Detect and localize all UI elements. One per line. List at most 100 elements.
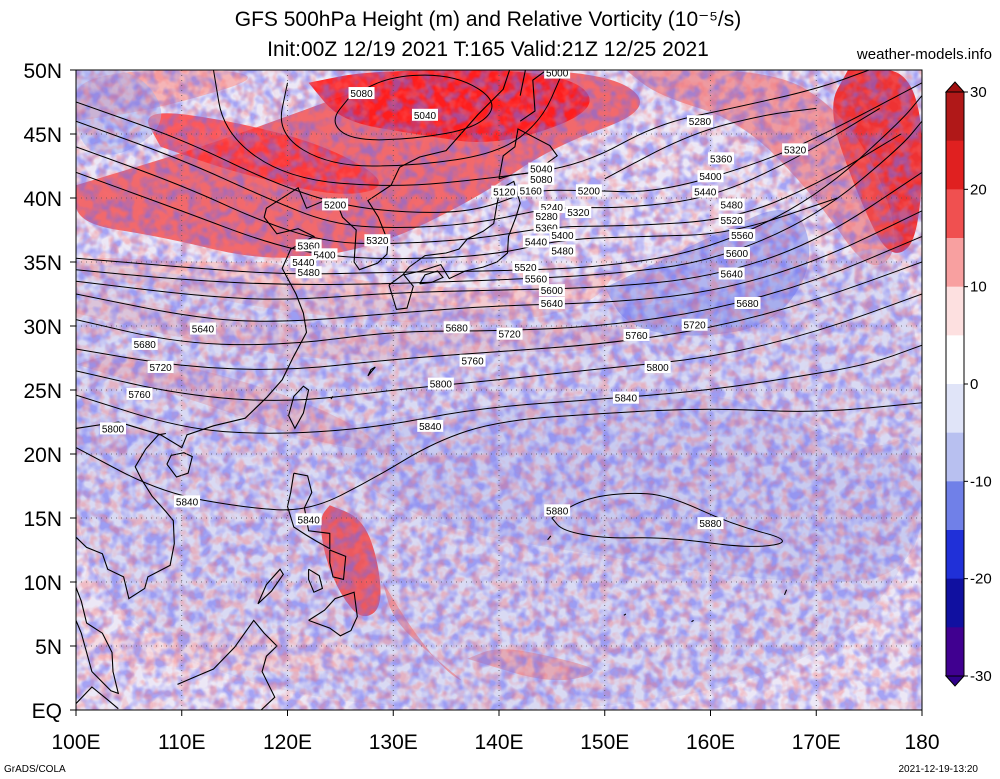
contour-label-text: 5600 (726, 249, 749, 260)
contour-label-text: 5560 (731, 231, 754, 242)
contour-label: 5320 (782, 143, 809, 156)
lon-tick-label: 170E (792, 731, 841, 754)
contour-label: 5400 (549, 229, 576, 242)
colorbar-swatch (946, 481, 964, 531)
contour-label: 5840 (295, 513, 322, 526)
contour-label: 5160 (517, 184, 544, 197)
contour-label: 5560 (523, 272, 550, 286)
lat-tick-label: 25N (23, 380, 62, 403)
contour-label-text: 5720 (498, 330, 521, 341)
colorbar-swatch (946, 335, 964, 385)
contour-label-text: 5000 (546, 69, 569, 80)
contour-label: 5680 (131, 337, 158, 351)
colorbar-swatch (946, 189, 964, 239)
contour-label-text: 5760 (461, 357, 484, 368)
contour-label: 5640 (538, 296, 565, 310)
contour-label-text: 5400 (551, 231, 574, 242)
contour-label: 5480 (718, 198, 745, 211)
lat-tick-label: 35N (23, 252, 62, 275)
contour-label-text: 5440 (694, 188, 717, 199)
lat-tick-label: 15N (23, 508, 62, 531)
colorbar-swatch (946, 627, 964, 677)
contour-label: 5880 (544, 504, 571, 517)
contour-label-text: 5840 (615, 394, 638, 405)
coastlines (76, 70, 788, 710)
contour-label-text: 5680 (134, 340, 157, 351)
contour-label: 5840 (612, 391, 639, 405)
contour-label-text: 5840 (176, 497, 199, 508)
contour-label: 5040 (528, 162, 555, 176)
contour-label-text: 5800 (102, 424, 125, 435)
contour-label: 5840 (174, 495, 201, 508)
contour-label: 5680 (443, 321, 470, 334)
contour-label-text: 5720 (149, 363, 172, 374)
colorbar-label: 10 (970, 279, 987, 296)
contour-label-text: 5840 (419, 422, 442, 433)
contour-label-text: 5480 (721, 200, 744, 211)
contour-label: 5400 (311, 248, 338, 261)
contour-label-text: 5520 (514, 263, 537, 274)
contour-label: 5200 (575, 184, 602, 197)
colorbar-label: -20 (970, 571, 992, 588)
contour-label: 5840 (417, 419, 444, 433)
contour-label-text: 5080 (530, 175, 553, 186)
contour-label-text: 5760 (625, 331, 648, 342)
contour-label-text: 5720 (684, 321, 707, 332)
contour-label-text: 5600 (541, 286, 564, 297)
contour-label-text: 5200 (324, 200, 347, 211)
contour-label-text: 5200 (578, 186, 601, 197)
lon-tick-label: 180 (904, 731, 939, 754)
contour-label: 5800 (100, 422, 127, 435)
contour-label: 5720 (147, 360, 174, 374)
contour-label: 5520 (718, 213, 745, 227)
contour-label-text: 5440 (292, 258, 315, 269)
contour-label-text: 5640 (721, 270, 744, 281)
contour-label: 5440 (523, 235, 550, 249)
contour-label: 5080 (528, 172, 555, 186)
contour-label: 5040 (411, 108, 438, 122)
lat-tick-label: 10N (23, 572, 62, 595)
lat-tick-label: 40N (23, 188, 62, 211)
contour-label: 5280 (686, 115, 713, 128)
lat-tick-label: EQ (32, 700, 62, 723)
contour-label-text: 5320 (784, 145, 807, 156)
contour-label: 5480 (549, 244, 576, 257)
lon-tick-label: 110E (158, 731, 206, 754)
contour-label-text: 5520 (721, 216, 744, 227)
contour-label: 5600 (723, 247, 750, 260)
colorbar-swatch (946, 530, 964, 580)
contour-label: 5640 (189, 322, 216, 336)
contour-label: 5560 (729, 229, 756, 242)
lon-tick-label: 140E (474, 731, 523, 754)
contour-label-text: 5480 (551, 246, 574, 257)
colorbar-swatch (946, 92, 964, 142)
colorbar-swatch (946, 578, 964, 628)
lat-tick-label: 5N (35, 636, 62, 659)
contour-label-text: 5680 (446, 323, 469, 334)
contour-label-text: 5880 (546, 506, 569, 517)
colorbar-swatch (946, 384, 964, 434)
map-subtitle: Init:00Z 12/19 2021 T:165 Valid:21Z 12/2… (267, 38, 709, 61)
colorbar: 30 20 10 0 -10 -20 -30 (944, 81, 992, 687)
lat-tick-label: 45N (23, 124, 62, 147)
contour-label: 5800 (644, 360, 671, 374)
contour-label-text: 5400 (313, 250, 336, 261)
lon-tick-label: 120E (263, 731, 312, 754)
contour-label: 5440 (692, 185, 719, 199)
contour-label-text: 5040 (530, 165, 553, 176)
colorbar-label: 20 (970, 181, 987, 198)
contour-label-text: 5360 (535, 223, 558, 234)
contour-label-text: 5120 (493, 188, 516, 199)
contour-label-text: 5640 (192, 325, 215, 336)
lon-tick-label: 130E (369, 731, 418, 754)
colorbar-swatch (946, 238, 964, 288)
colorbar-swatch (946, 140, 964, 190)
lon-tick-label: 100E (51, 731, 100, 754)
contour-label: 5760 (459, 354, 486, 368)
contour-label: 5440 (290, 256, 317, 269)
contour-label-text: 5440 (525, 238, 548, 249)
contour-label: 5720 (496, 327, 523, 341)
contour-label-text: 5560 (525, 275, 548, 286)
colorbar-label: 30 (970, 84, 987, 101)
lon-tick-label: 150E (580, 731, 629, 754)
